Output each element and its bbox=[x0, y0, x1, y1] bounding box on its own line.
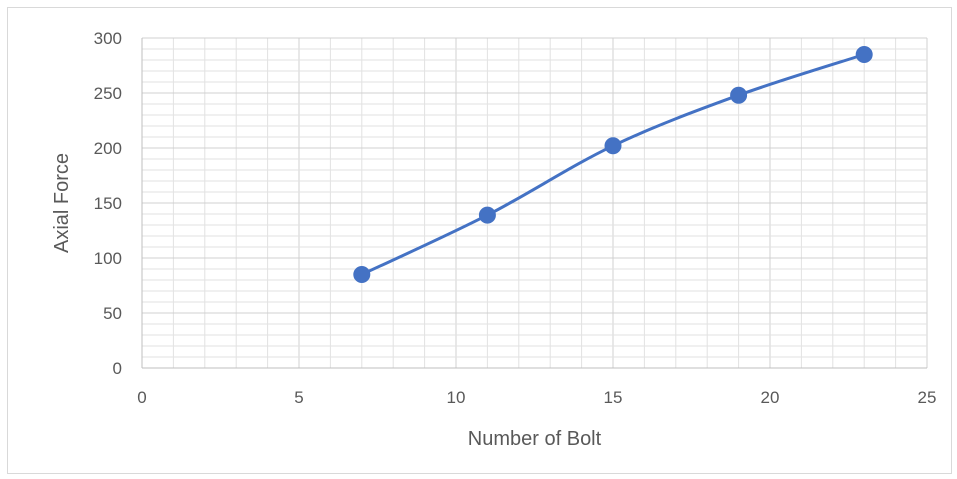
data-point-marker bbox=[605, 138, 621, 154]
y-tick-label: 200 bbox=[94, 139, 122, 158]
y-tick-label: 50 bbox=[103, 304, 122, 323]
x-tick-label: 20 bbox=[761, 388, 780, 407]
x-tick-label: 10 bbox=[447, 388, 466, 407]
y-tick-label: 150 bbox=[94, 194, 122, 213]
x-tick-label: 0 bbox=[137, 388, 146, 407]
data-point-marker bbox=[856, 47, 872, 63]
x-tick-label: 15 bbox=[604, 388, 623, 407]
x-axis-title: Number of Bolt bbox=[468, 428, 602, 450]
x-tick-label: 5 bbox=[294, 388, 303, 407]
y-tick-label: 0 bbox=[113, 359, 122, 378]
y-tick-label: 250 bbox=[94, 84, 122, 103]
data-point-marker bbox=[354, 267, 370, 283]
x-tick-label: 25 bbox=[918, 388, 937, 407]
y-tick-label: 300 bbox=[94, 29, 122, 48]
data-point-marker bbox=[731, 87, 747, 103]
y-axis-title: Axial Force bbox=[51, 153, 73, 253]
y-tick-label: 100 bbox=[94, 249, 122, 268]
data-point-marker bbox=[479, 207, 495, 223]
gridlines bbox=[142, 38, 927, 368]
